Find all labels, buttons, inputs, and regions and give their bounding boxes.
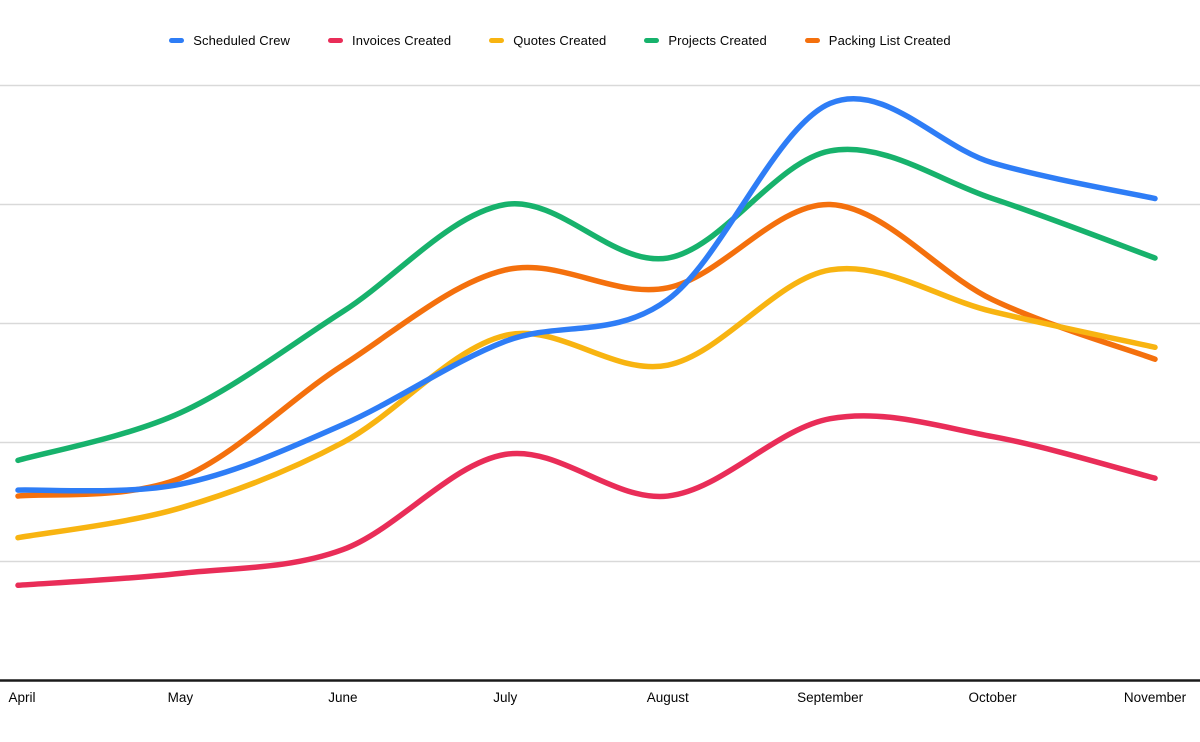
legend-label-packing-list-created: Packing List Created (828, 33, 951, 48)
legend-item-scheduled-crew: Scheduled Crew (169, 33, 290, 48)
legend-item-packing-list-created: Packing List Created (804, 33, 951, 48)
x-axis-label-may: May (168, 690, 194, 705)
series-line-packing-list-created (15, 201, 1158, 499)
x-axis-label-july: July (493, 690, 517, 705)
legend-item-quotes-created: Quotes Created (489, 33, 606, 48)
x-axis-label-september: September (797, 690, 864, 705)
x-axis-label-november: November (1124, 690, 1187, 705)
x-axis-label-august: August (647, 690, 689, 705)
legend-swatch-icon-invoices-created (328, 38, 344, 43)
legend-item-invoices-created: Invoices Created (328, 33, 451, 48)
x-axis-label-october: October (969, 690, 1018, 705)
series-line-invoices-created (15, 413, 1158, 589)
x-axis-label-june: June (328, 690, 357, 705)
series-line-scheduled-crew (15, 95, 1158, 494)
legend-swatch-icon-packing-list-created (804, 38, 820, 43)
legend-swatch-icon-scheduled-crew (169, 38, 185, 43)
legend-label-projects-created: Projects Created (668, 33, 767, 48)
x-axis-label-april: April (8, 690, 35, 705)
legend-label-invoices-created: Invoices Created (352, 33, 452, 48)
chart-legend: Scheduled Crew Invoices Created Quotes Cre… (0, 33, 1160, 48)
legend-swatch-icon-projects-created (644, 38, 660, 43)
series-line-projects-created (15, 146, 1158, 464)
legend-label-scheduled-crew: Scheduled Crew (193, 33, 291, 48)
legend-swatch-icon-quotes-created (489, 38, 505, 43)
legend-label-quotes-created: Quotes Created (513, 33, 607, 48)
legend-item-projects-created: Projects Created (644, 33, 767, 48)
series-line-quotes-created (15, 265, 1158, 541)
